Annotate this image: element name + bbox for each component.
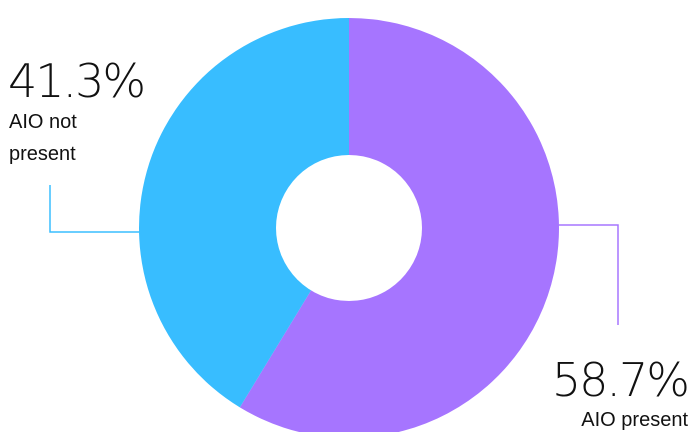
category-label-aio-not-present-line1: AIO not xyxy=(9,111,77,133)
donut-hole xyxy=(276,155,422,301)
leader-line-aio-present xyxy=(558,224,619,325)
value-label-aio-present: 58.7% xyxy=(552,353,688,407)
category-label-aio-present: AIO present xyxy=(581,409,688,431)
pie-slice-1 xyxy=(138,18,349,408)
leader-line-aio-not-present xyxy=(49,185,139,233)
value-label-aio-not-present: 41.3% xyxy=(8,54,144,108)
category-label-aio-not-present-line2: present xyxy=(9,143,76,165)
